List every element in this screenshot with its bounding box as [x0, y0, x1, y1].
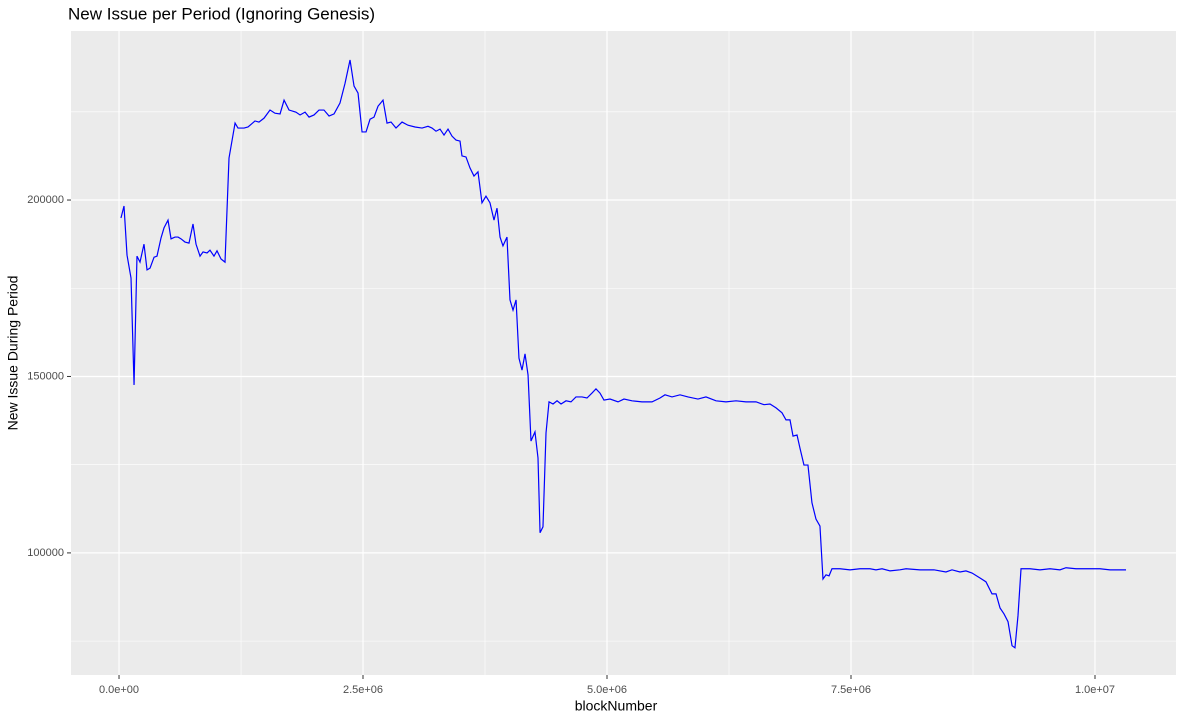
y-tick-label: 200000	[27, 194, 64, 206]
plot-background	[71, 31, 1176, 675]
data-line	[120, 59, 1127, 649]
x-tick-label: 1.0e+07	[1075, 684, 1115, 696]
chart-title: New Issue per Period (Ignoring Genesis)	[68, 4, 375, 23]
y-axis-title: New Issue During Period	[5, 276, 21, 431]
x-axis-title: blockNumber	[575, 698, 658, 714]
x-tick-label: 5.0e+06	[587, 684, 627, 696]
y-tick-label: 100000	[27, 547, 64, 559]
x-tick-label: 7.5e+06	[831, 684, 871, 696]
x-tick-label: 2.5e+06	[343, 684, 383, 696]
y-tick-label: 150000	[27, 370, 64, 382]
x-tick-label: 0.0e+00	[99, 684, 139, 696]
